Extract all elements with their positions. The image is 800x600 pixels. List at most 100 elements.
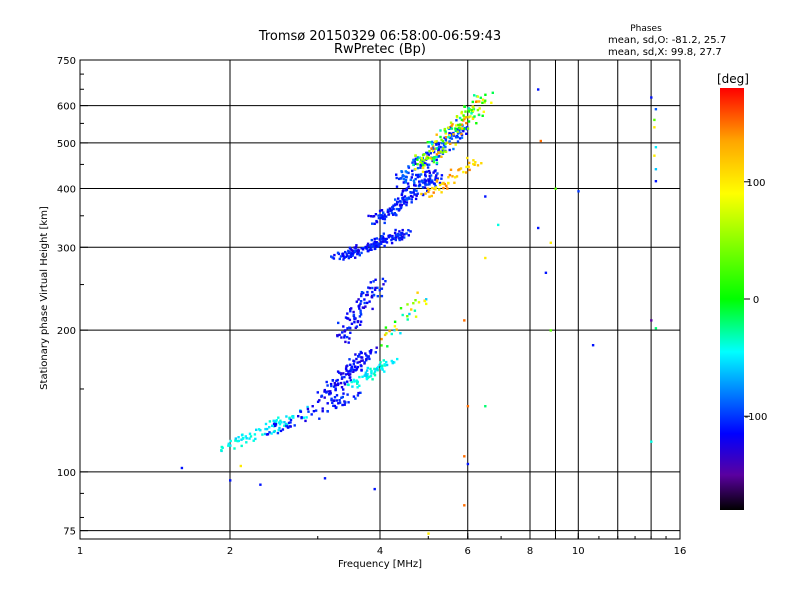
data-point [241,437,245,440]
data-point [448,173,452,177]
data-point [391,237,394,241]
data-point [416,166,420,170]
data-points [180,88,658,535]
phase-stats-o: mean, sd,O: -81.2, 25.7 [608,35,726,46]
data-point [537,226,540,230]
data-point [346,380,349,383]
data-point [339,255,343,258]
data-point [347,255,351,258]
data-point [356,361,359,364]
data-point [336,370,340,373]
data-point [372,294,376,297]
data-point [456,123,460,127]
data-point [339,372,342,375]
data-point [423,164,426,167]
data-point [463,455,466,458]
data-point [428,182,431,185]
data-point [377,216,381,220]
data-point [237,436,240,439]
data-point [458,123,462,126]
data-point [471,117,475,120]
data-point [477,113,481,117]
data-point [402,202,406,205]
data-point [468,161,471,165]
data-point [359,323,362,326]
data-point [451,123,454,126]
data-point [288,425,291,428]
data-point [413,193,416,196]
data-point [437,148,441,151]
data-point [341,331,344,334]
data-point [447,181,450,185]
data-point [430,181,434,184]
data-point [481,101,484,104]
data-point [300,416,303,419]
data-point [474,100,478,103]
data-point [354,353,357,356]
data-point [444,142,447,145]
data-point [239,464,242,468]
data-point [366,376,370,379]
data-point [353,316,356,319]
data-point [416,158,419,161]
data-point [355,325,359,328]
data-point [411,173,414,176]
data-point [333,396,337,399]
data-point [470,112,473,115]
data-point [344,373,348,376]
data-point [450,127,454,130]
data-point [364,371,368,374]
data-point [370,369,373,373]
data-point [277,416,280,419]
data-point [420,158,423,162]
data-point [467,116,471,119]
data-point [355,300,358,303]
data-point [362,306,366,309]
data-point [399,332,402,335]
data-point [653,154,656,157]
data-point [338,401,342,404]
data-point [413,181,416,185]
data-point [458,137,462,140]
data-point [390,209,393,212]
data-point [393,212,396,215]
data-point [383,244,386,248]
data-point [467,110,471,113]
data-point [434,140,437,143]
data-point [378,238,381,241]
y-tick-label: 300 [57,243,76,254]
data-point [470,108,473,112]
data-point [423,162,427,165]
data-point [366,249,369,253]
data-point [423,299,427,303]
data-point [365,354,368,357]
data-point [370,238,373,242]
data-point [233,447,236,450]
data-point [417,301,421,304]
data-point [457,129,461,132]
data-point [340,377,344,380]
data-point [408,312,411,316]
data-point [446,141,449,144]
data-point [419,160,422,164]
data-point [381,368,384,371]
data-point [481,98,485,101]
data-point [358,375,361,379]
data-point [591,344,595,347]
data-point [356,386,359,389]
data-point [227,444,230,447]
data-point [314,409,318,412]
data-point [343,336,346,339]
data-point [467,107,470,110]
data-point [340,336,343,339]
data-point [343,256,346,259]
data-point [410,198,413,201]
data-point [278,423,282,426]
data-point [483,101,486,104]
data-point [348,373,351,377]
data-point [356,365,360,369]
data-point [378,244,381,247]
data-point [432,159,436,162]
data-point [445,184,448,188]
data-point [347,341,350,344]
